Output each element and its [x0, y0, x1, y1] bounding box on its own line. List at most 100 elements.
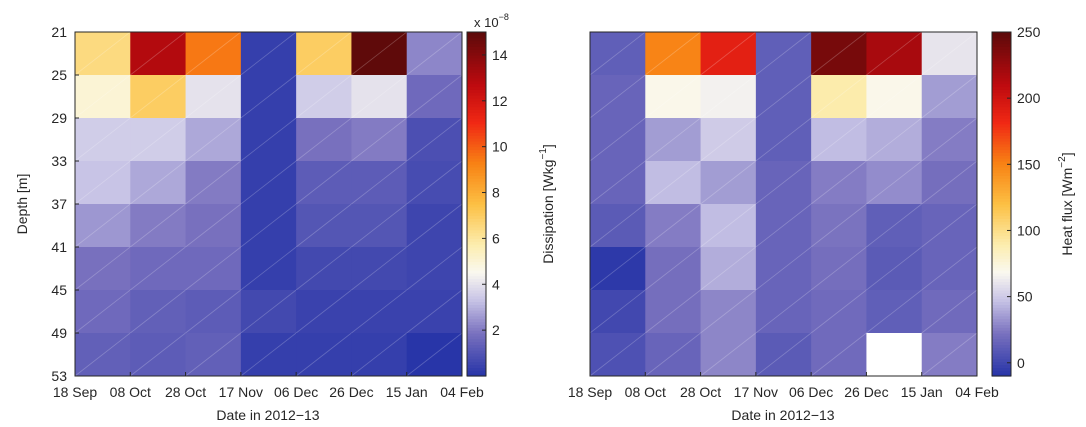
colorbar-segment: [467, 290, 486, 294]
heatmap-cell: [755, 118, 812, 162]
colorbar-segment: [467, 212, 486, 217]
heatmap-cell: [590, 161, 646, 205]
heatmap-cell: [866, 204, 923, 248]
heatmap-cell: [130, 333, 187, 377]
colorbar-tick-label: 10: [492, 139, 508, 155]
colorbar-segment: [992, 307, 1011, 311]
colorbar-segment: [467, 178, 486, 182]
heatmap-cell: [130, 290, 187, 334]
heatmap-cell: [645, 32, 702, 76]
colorbar-segment: [467, 46, 486, 50]
heatmap-cell: [75, 333, 131, 377]
heatmap-cell: [700, 333, 757, 377]
colorbar-segment: [467, 100, 486, 105]
cell-diagonal: [74, 332, 131, 377]
colorbar-segment: [992, 261, 1011, 265]
colorbar-segment: [992, 290, 1011, 294]
heatmap-cell: [921, 75, 978, 119]
cell-diagonal: [406, 31, 463, 76]
colorbar-segment: [992, 52, 1011, 56]
colorbar-segment: [467, 264, 486, 268]
heatmap-cell: [351, 161, 408, 205]
heatmap-cell: [645, 204, 702, 248]
heatmap-cell: [590, 75, 646, 119]
cell-diagonal: [185, 246, 242, 291]
cell-diagonal: [589, 332, 646, 377]
colorbar-segment: [992, 318, 1011, 323]
heatmap-cell: [921, 333, 978, 377]
colorbar-segment: [992, 158, 1011, 162]
colorbar-segment: [467, 86, 486, 90]
cell-diagonal: [810, 31, 867, 76]
colorbar-segment: [992, 330, 1011, 334]
cell-diagonal: [240, 203, 297, 248]
colorbar-tick-label: 14: [492, 47, 508, 63]
heatmap-cell: [296, 161, 352, 205]
heatmap-cell: [296, 204, 352, 248]
colorbar-segment: [992, 92, 1011, 96]
colorbar-segment: [467, 327, 486, 331]
dissipation-colorbar-multiplier: x 10−8: [474, 12, 509, 30]
cell-diagonal: [921, 203, 978, 248]
cell-diagonal: [130, 117, 186, 162]
heatmap-cell: [700, 247, 757, 291]
cell-diagonal: [866, 332, 922, 377]
cell-diagonal: [810, 117, 867, 162]
cell-diagonal: [240, 117, 297, 162]
colorbar-segment: [467, 77, 486, 82]
colorbar-segment: [467, 152, 486, 156]
cell-diagonal: [645, 203, 701, 248]
colorbar-segment: [467, 267, 486, 271]
heatmap-cell: [755, 32, 812, 76]
colorbar-segment: [467, 63, 486, 67]
colorbar-segment: [992, 353, 1011, 357]
heatmap-cell: [590, 290, 646, 334]
heatmap-cell: [811, 32, 867, 76]
x-tick-label: 17 Nov: [219, 384, 263, 400]
colorbar-segment: [467, 52, 486, 56]
cell-diagonal: [589, 160, 646, 205]
colorbar-segment: [467, 224, 486, 228]
heatmap-cell: [75, 161, 131, 205]
cell-diagonal: [866, 117, 922, 162]
heatmap-cell: [866, 32, 923, 76]
x-tick-label: 06 Dec: [789, 384, 833, 400]
colorbar-segment: [467, 80, 486, 85]
colorbar-segment: [992, 287, 1011, 291]
colorbar-segment: [992, 192, 1011, 196]
colorbar-segment: [992, 181, 1011, 185]
colorbar-segment: [992, 161, 1011, 165]
cell-diagonal: [406, 203, 463, 248]
colorbar-segment: [467, 361, 486, 366]
cell-diagonal: [921, 160, 978, 205]
heatmap-cell: [700, 161, 757, 205]
colorbar-segment: [467, 255, 486, 260]
dissipation-colorbar-frame: [466, 31, 487, 377]
date-tick-labels-left: 18 Sep 08 Oct 28 Oct 17 Nov 06 Dec 26 Dec 15 J…: [53, 372, 484, 400]
colorbar-segment: [467, 195, 486, 199]
x-tick-label: 26 Dec: [329, 384, 373, 400]
colorbar-segment: [992, 221, 1011, 225]
colorbar-segment: [992, 212, 1011, 217]
cell-diagonal: [866, 31, 922, 76]
cell-diagonal: [755, 160, 812, 205]
heatmap-cell: [811, 118, 867, 162]
cell-diagonal: [295, 332, 352, 377]
cell-diagonal: [921, 74, 978, 119]
heatmap-cell: [700, 118, 757, 162]
x-tick-label: 17 Nov: [734, 384, 778, 400]
colorbar-segment: [467, 252, 486, 257]
heatmap-cell: [351, 204, 408, 248]
colorbar-segment: [992, 224, 1011, 228]
cell-diagonal: [185, 332, 242, 377]
heatmap-cell: [75, 290, 131, 334]
cell-diagonal: [351, 31, 407, 76]
colorbar-segment: [467, 181, 486, 185]
colorbar-segment: [467, 373, 486, 377]
cell-diagonal: [295, 31, 352, 76]
colorbar-segment: [467, 355, 486, 360]
colorbar-segment: [992, 335, 1011, 340]
colorbar-tick-label: 50: [1017, 289, 1033, 305]
heatmap-cell: [240, 247, 297, 291]
colorbar-segment: [467, 49, 486, 53]
